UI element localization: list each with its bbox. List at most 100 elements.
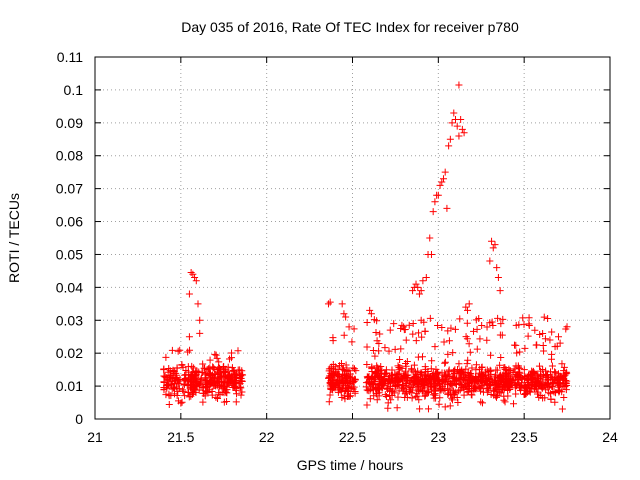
- data-point: [221, 368, 229, 376]
- y-tick-label: 0.11: [57, 49, 83, 65]
- data-point: [222, 368, 230, 376]
- data-point: [166, 372, 174, 380]
- data-point: [440, 369, 448, 377]
- data-point: [199, 384, 207, 392]
- data-point: [180, 377, 188, 385]
- data-point: [198, 368, 206, 376]
- data-point: [556, 339, 564, 347]
- data-point: [450, 109, 458, 117]
- data-point: [234, 347, 242, 355]
- data-point: [222, 389, 230, 397]
- data-point: [525, 387, 533, 395]
- y-tick-label: 0.05: [56, 246, 83, 262]
- data-point: [373, 362, 381, 370]
- data-point: [373, 371, 381, 379]
- data-point: [419, 277, 427, 285]
- data-point: [446, 386, 454, 394]
- data-point: [555, 333, 562, 341]
- data-point: [326, 373, 334, 381]
- data-point: [445, 367, 453, 375]
- data-point: [546, 336, 554, 344]
- data-point: [237, 375, 245, 383]
- data-point: [410, 361, 418, 369]
- data-point: [366, 306, 374, 314]
- data-point: [457, 116, 465, 124]
- data-point: [499, 315, 507, 323]
- data-point: [435, 400, 443, 408]
- data-point: [520, 366, 528, 374]
- data-point: [539, 394, 547, 402]
- data-point: [397, 345, 405, 353]
- data-point: [400, 326, 408, 334]
- data-point: [549, 379, 557, 387]
- data-point: [341, 371, 349, 379]
- data-point: [324, 300, 332, 308]
- data-point: [524, 376, 532, 384]
- data-point: [392, 380, 400, 388]
- data-point: [191, 373, 199, 381]
- data-point: [381, 344, 389, 352]
- data-point: [563, 377, 571, 385]
- data-point: [486, 380, 494, 388]
- data-point: [418, 333, 426, 341]
- data-point: [386, 326, 394, 334]
- data-point: [412, 393, 420, 401]
- data-point: [340, 331, 348, 339]
- data-point: [415, 290, 423, 298]
- data-point: [488, 237, 496, 245]
- x-tick-label: 22: [259, 429, 275, 445]
- data-point: [446, 402, 454, 410]
- data-point: [414, 283, 422, 291]
- data-point: [427, 250, 435, 258]
- data-point: [445, 337, 453, 345]
- data-point: [349, 364, 357, 372]
- data-point: [460, 369, 468, 377]
- data-point: [212, 393, 220, 401]
- data-point: [174, 397, 182, 405]
- data-point: [348, 377, 356, 385]
- data-point: [516, 348, 524, 356]
- data-point: [349, 385, 357, 393]
- data-point: [560, 363, 568, 371]
- data-point: [199, 398, 207, 406]
- data-point: [439, 175, 447, 183]
- data-point: [441, 403, 449, 411]
- data-point: [339, 365, 347, 373]
- data-point: [363, 386, 371, 394]
- data-point: [491, 241, 499, 249]
- data-point: [544, 315, 552, 323]
- data-point: [363, 318, 371, 326]
- data-point: [493, 264, 501, 272]
- data-point: [513, 382, 521, 390]
- data-point: [535, 362, 543, 370]
- data-point: [394, 393, 402, 401]
- data-point: [443, 204, 451, 212]
- data-point: [371, 352, 379, 360]
- data-point: [456, 386, 464, 394]
- data-point: [496, 287, 504, 295]
- data-point: [349, 378, 357, 386]
- data-point: [330, 379, 338, 387]
- data-point: [533, 379, 541, 387]
- data-point: [382, 377, 390, 385]
- data-point: [335, 384, 343, 392]
- data-point: [184, 363, 192, 371]
- data-point: [421, 377, 429, 385]
- data-point: [558, 360, 566, 368]
- data-point: [548, 382, 556, 390]
- data-point: [432, 394, 440, 402]
- data-point: [364, 387, 372, 395]
- data-point: [463, 360, 471, 368]
- data-point: [468, 364, 476, 372]
- data-point: [331, 363, 339, 371]
- data-point: [224, 372, 232, 380]
- data-point: [232, 386, 240, 394]
- data-point: [409, 320, 417, 328]
- data-point: [178, 361, 186, 369]
- data-point: [209, 371, 217, 379]
- data-point: [386, 372, 394, 380]
- data-point: [501, 365, 509, 373]
- data-point: [213, 377, 221, 385]
- y-tick-label: 0.06: [56, 214, 83, 230]
- data-point: [483, 336, 491, 344]
